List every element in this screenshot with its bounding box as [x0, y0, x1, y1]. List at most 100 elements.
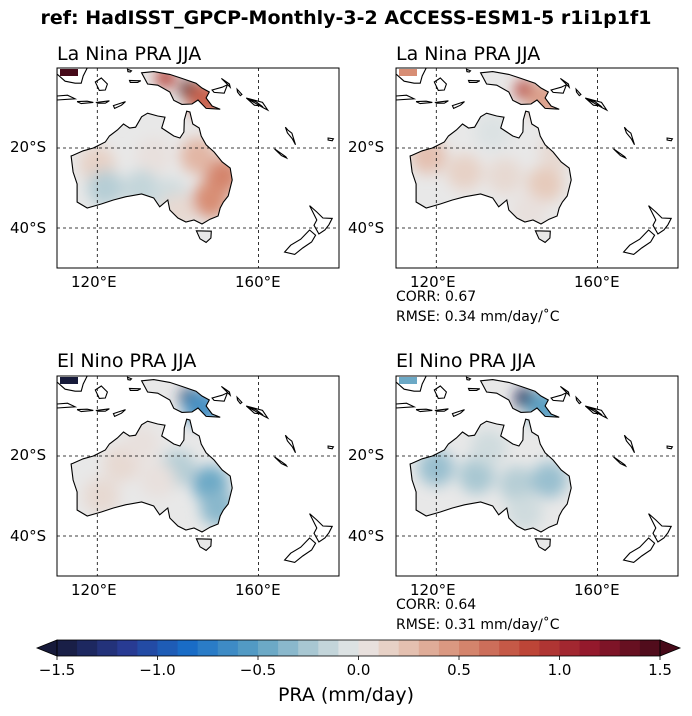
- colorbar-tick-label: −1.0: [139, 661, 176, 679]
- map-panel: [395, 375, 679, 577]
- coastline: [236, 395, 243, 405]
- coastline: [534, 538, 551, 552]
- coastline: [465, 68, 472, 73]
- coastline: [451, 101, 465, 110]
- lat-label-20s: 20°S: [10, 446, 47, 464]
- coastline: [613, 456, 628, 468]
- anomaly-cell: [192, 182, 229, 218]
- colorbar-label: PRA (mm/day): [277, 684, 415, 706]
- gridlines: [57, 68, 339, 268]
- coastline: [396, 68, 427, 84]
- coastline: [467, 79, 481, 83]
- colorbar-segment: [137, 640, 158, 656]
- anomaly-cell: [155, 71, 176, 88]
- colorbar-segment: [378, 640, 400, 656]
- coastline: [57, 68, 88, 84]
- lon-label-160e: 160°E: [235, 273, 281, 291]
- coastline: [622, 229, 656, 255]
- coastline: [245, 97, 270, 112]
- coastline: [613, 148, 628, 160]
- anomaly-cell: [87, 170, 124, 206]
- anomaly-cell: [498, 466, 535, 502]
- coastline: [396, 376, 427, 392]
- coastline: [57, 94, 78, 101]
- colorbar-segment: [358, 640, 379, 656]
- anomaly-field: [399, 69, 572, 243]
- lon-label-160e: 160°E: [574, 581, 620, 599]
- map-frame: [395, 375, 679, 577]
- gridlines: [396, 376, 678, 576]
- colorbar-tick-label: 0.5: [447, 661, 471, 679]
- coastline: [396, 94, 417, 101]
- coastline: [415, 100, 433, 105]
- colorbar-tick-label: 1.0: [547, 661, 572, 679]
- lon-label-120e: 120°E: [410, 273, 456, 291]
- coastline: [623, 126, 636, 146]
- coastline: [211, 83, 229, 94]
- coastline: [550, 391, 568, 402]
- anomaly-cell: [60, 69, 78, 76]
- map-frame: [56, 67, 340, 269]
- anomaly-cell: [486, 158, 523, 194]
- coastline: [415, 408, 433, 413]
- coastlines: [396, 376, 674, 563]
- coastline: [409, 418, 572, 533]
- anomaly-cell: [399, 377, 417, 384]
- colorbar-segment: [579, 640, 601, 656]
- colorbar-segment: [499, 640, 520, 656]
- lon-label-160e: 160°E: [235, 581, 281, 599]
- coastline: [584, 405, 609, 420]
- lat-label-20s: 20°S: [10, 138, 47, 156]
- coastline: [195, 538, 212, 552]
- colorbar: [35, 639, 682, 660]
- coastline: [128, 79, 142, 83]
- coastline: [575, 87, 582, 97]
- rmse-stat: RMSE: 0.34 mm/day/˚C: [396, 309, 560, 325]
- colorbar-segment: [619, 640, 641, 656]
- coastline: [467, 387, 481, 391]
- anomaly-cell: [470, 430, 507, 466]
- corr-stat: CORR: 0.67: [396, 289, 477, 305]
- lat-label-40s: 40°S: [348, 527, 385, 545]
- coastline: [274, 456, 289, 468]
- coastline: [284, 126, 297, 146]
- coastline: [623, 434, 636, 454]
- map-panel: [56, 67, 340, 269]
- coastline: [409, 110, 572, 225]
- colorbar-segment: [278, 640, 299, 656]
- coastline: [479, 71, 560, 110]
- anomaly-cell: [531, 462, 568, 498]
- coastline: [479, 379, 560, 418]
- colorbar-tick-label: −1.5: [38, 661, 76, 679]
- coastline: [575, 395, 582, 405]
- coastline: [76, 408, 94, 413]
- rmse-stat: RMSE: 0.31 mm/day/˚C: [396, 617, 560, 633]
- coastline: [140, 379, 221, 418]
- anomaly-cell: [83, 478, 120, 514]
- anomaly-cell: [446, 154, 483, 190]
- anomaly-cell: [180, 138, 216, 174]
- coastline: [211, 391, 229, 402]
- coastlines: [396, 68, 674, 255]
- coastline: [236, 87, 243, 97]
- coastline: [327, 137, 335, 142]
- colorbar-segment: [438, 640, 460, 656]
- anomaly-cell: [123, 426, 160, 462]
- coastline: [434, 100, 449, 104]
- anomaly-cell: [527, 390, 564, 426]
- colorbar-segment: [559, 640, 580, 656]
- colorbar-segment: [258, 640, 279, 656]
- anomaly-cell: [139, 462, 176, 498]
- coastlines: [57, 68, 335, 255]
- coastline: [221, 77, 232, 89]
- colorbar-segment: [639, 640, 661, 656]
- coastline: [221, 385, 232, 397]
- coastline: [622, 537, 656, 563]
- coastline: [396, 402, 417, 409]
- coastline: [284, 434, 297, 454]
- lon-label-120e: 120°E: [410, 581, 456, 599]
- coastline: [534, 230, 551, 244]
- coastline: [57, 376, 88, 392]
- colorbar-segment: [237, 640, 259, 656]
- anomaly-field: [60, 377, 233, 551]
